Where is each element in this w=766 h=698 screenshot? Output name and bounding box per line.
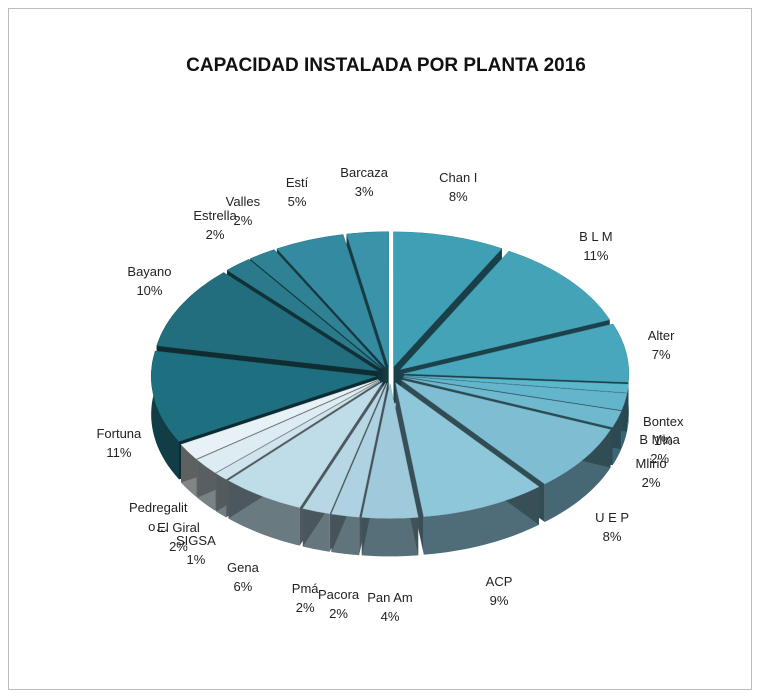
category-label: Mlirio [635,456,667,472]
category-label: Valles [225,193,261,209]
category-label: Fortuna [96,426,142,442]
slice-side [151,351,180,480]
slice [401,379,611,485]
value-label: 3% [354,183,374,199]
category-label: Chan I [439,169,478,185]
slice-label: ACP 9% [486,572,513,610]
value-label: 2% [169,538,188,554]
value-label: 11% [583,248,609,264]
value-label: 2% [233,212,253,228]
slice [156,272,378,372]
value-label: 6% [233,579,253,595]
slice-label: Estí 5% [286,173,308,211]
value-label: 11% [106,445,132,461]
slice-label: Valles 2% [226,192,260,230]
slice-label: Mlirio 2% [636,454,667,492]
slice [361,383,419,519]
slice [150,350,377,442]
slice [403,377,622,428]
value-label: 2% [641,475,661,491]
category-label: Estrella [193,208,237,224]
value-label: 2% [205,227,225,243]
category-label: B Mina [639,432,680,448]
slice [403,376,628,411]
value-label: 10% [136,283,163,299]
value-label: 8% [448,188,468,204]
category-label: Pacora [317,586,360,602]
value-label: 4% [380,609,400,625]
slice [180,379,379,460]
slice [331,383,388,518]
value-label: 2% [295,599,315,615]
category-label: Alter [647,327,675,343]
slice-label: Pacora 2% [318,585,359,623]
category-label: Barcaza [340,164,389,180]
category-label: ACP [485,574,513,590]
slice [346,231,389,367]
slice [196,380,380,474]
slice [399,250,611,370]
category-label: Pmá [291,580,319,596]
category-label: U E P [595,510,630,526]
slice-label: Pan Am 4% [367,588,413,626]
chart-frame [8,8,752,690]
slice [226,259,382,369]
slice [395,382,540,517]
category-label: Gena [227,560,259,576]
slice [302,382,386,515]
category-label: SIGSA [176,533,216,549]
slice-label: Bayano 10% [127,262,171,300]
category-label: Bayano [127,264,172,280]
slice-label: B L M 11% [579,227,612,265]
slice-side [361,517,419,557]
slice-label: Gena 6% [227,558,259,596]
slice [276,234,386,368]
slice [393,231,503,368]
slice-label: Pmá 2% [292,579,319,617]
category-label: Estí [285,175,309,191]
value-label: 8% [602,529,622,545]
category-label: Pan Am [367,590,413,606]
slice-label: B Mina 2% [639,430,679,468]
slice-label: Fortuna 11% [96,424,141,462]
value-label: 1% [653,433,673,449]
value-label: 7% [651,346,671,362]
value-label: 1% [186,552,206,568]
value-label: 2% [329,605,348,621]
slice-label: Estrella 2% [193,206,236,244]
value-label: 2% [650,451,670,467]
value-label: 5% [287,194,307,210]
slice-label: Alter 7% [648,326,675,364]
category-label: El Giral [157,519,200,535]
slice-label: El Giral 2% [157,518,200,556]
chart-title: CAPACIDAD INSTALADA POR PLANTA 2016 [186,55,586,76]
slice [249,249,383,369]
category-label: B L M [579,229,613,245]
slice-label: Bontex 1% [643,412,683,450]
slice-label: Pedregalito… [127,498,189,536]
slice-label: Chan I 8% [439,168,477,206]
slice [403,323,630,383]
slice [215,380,381,480]
slice-label: Barcaza 3% [340,163,388,201]
value-label: 9% [489,593,509,609]
slice [403,375,629,393]
slice-label: U E P 8% [595,508,629,546]
slice [227,381,383,508]
category-label: Bontex [643,414,684,430]
slice-label: SIGSA 1% [176,531,216,569]
category-label: Pedregalito… [128,500,188,535]
